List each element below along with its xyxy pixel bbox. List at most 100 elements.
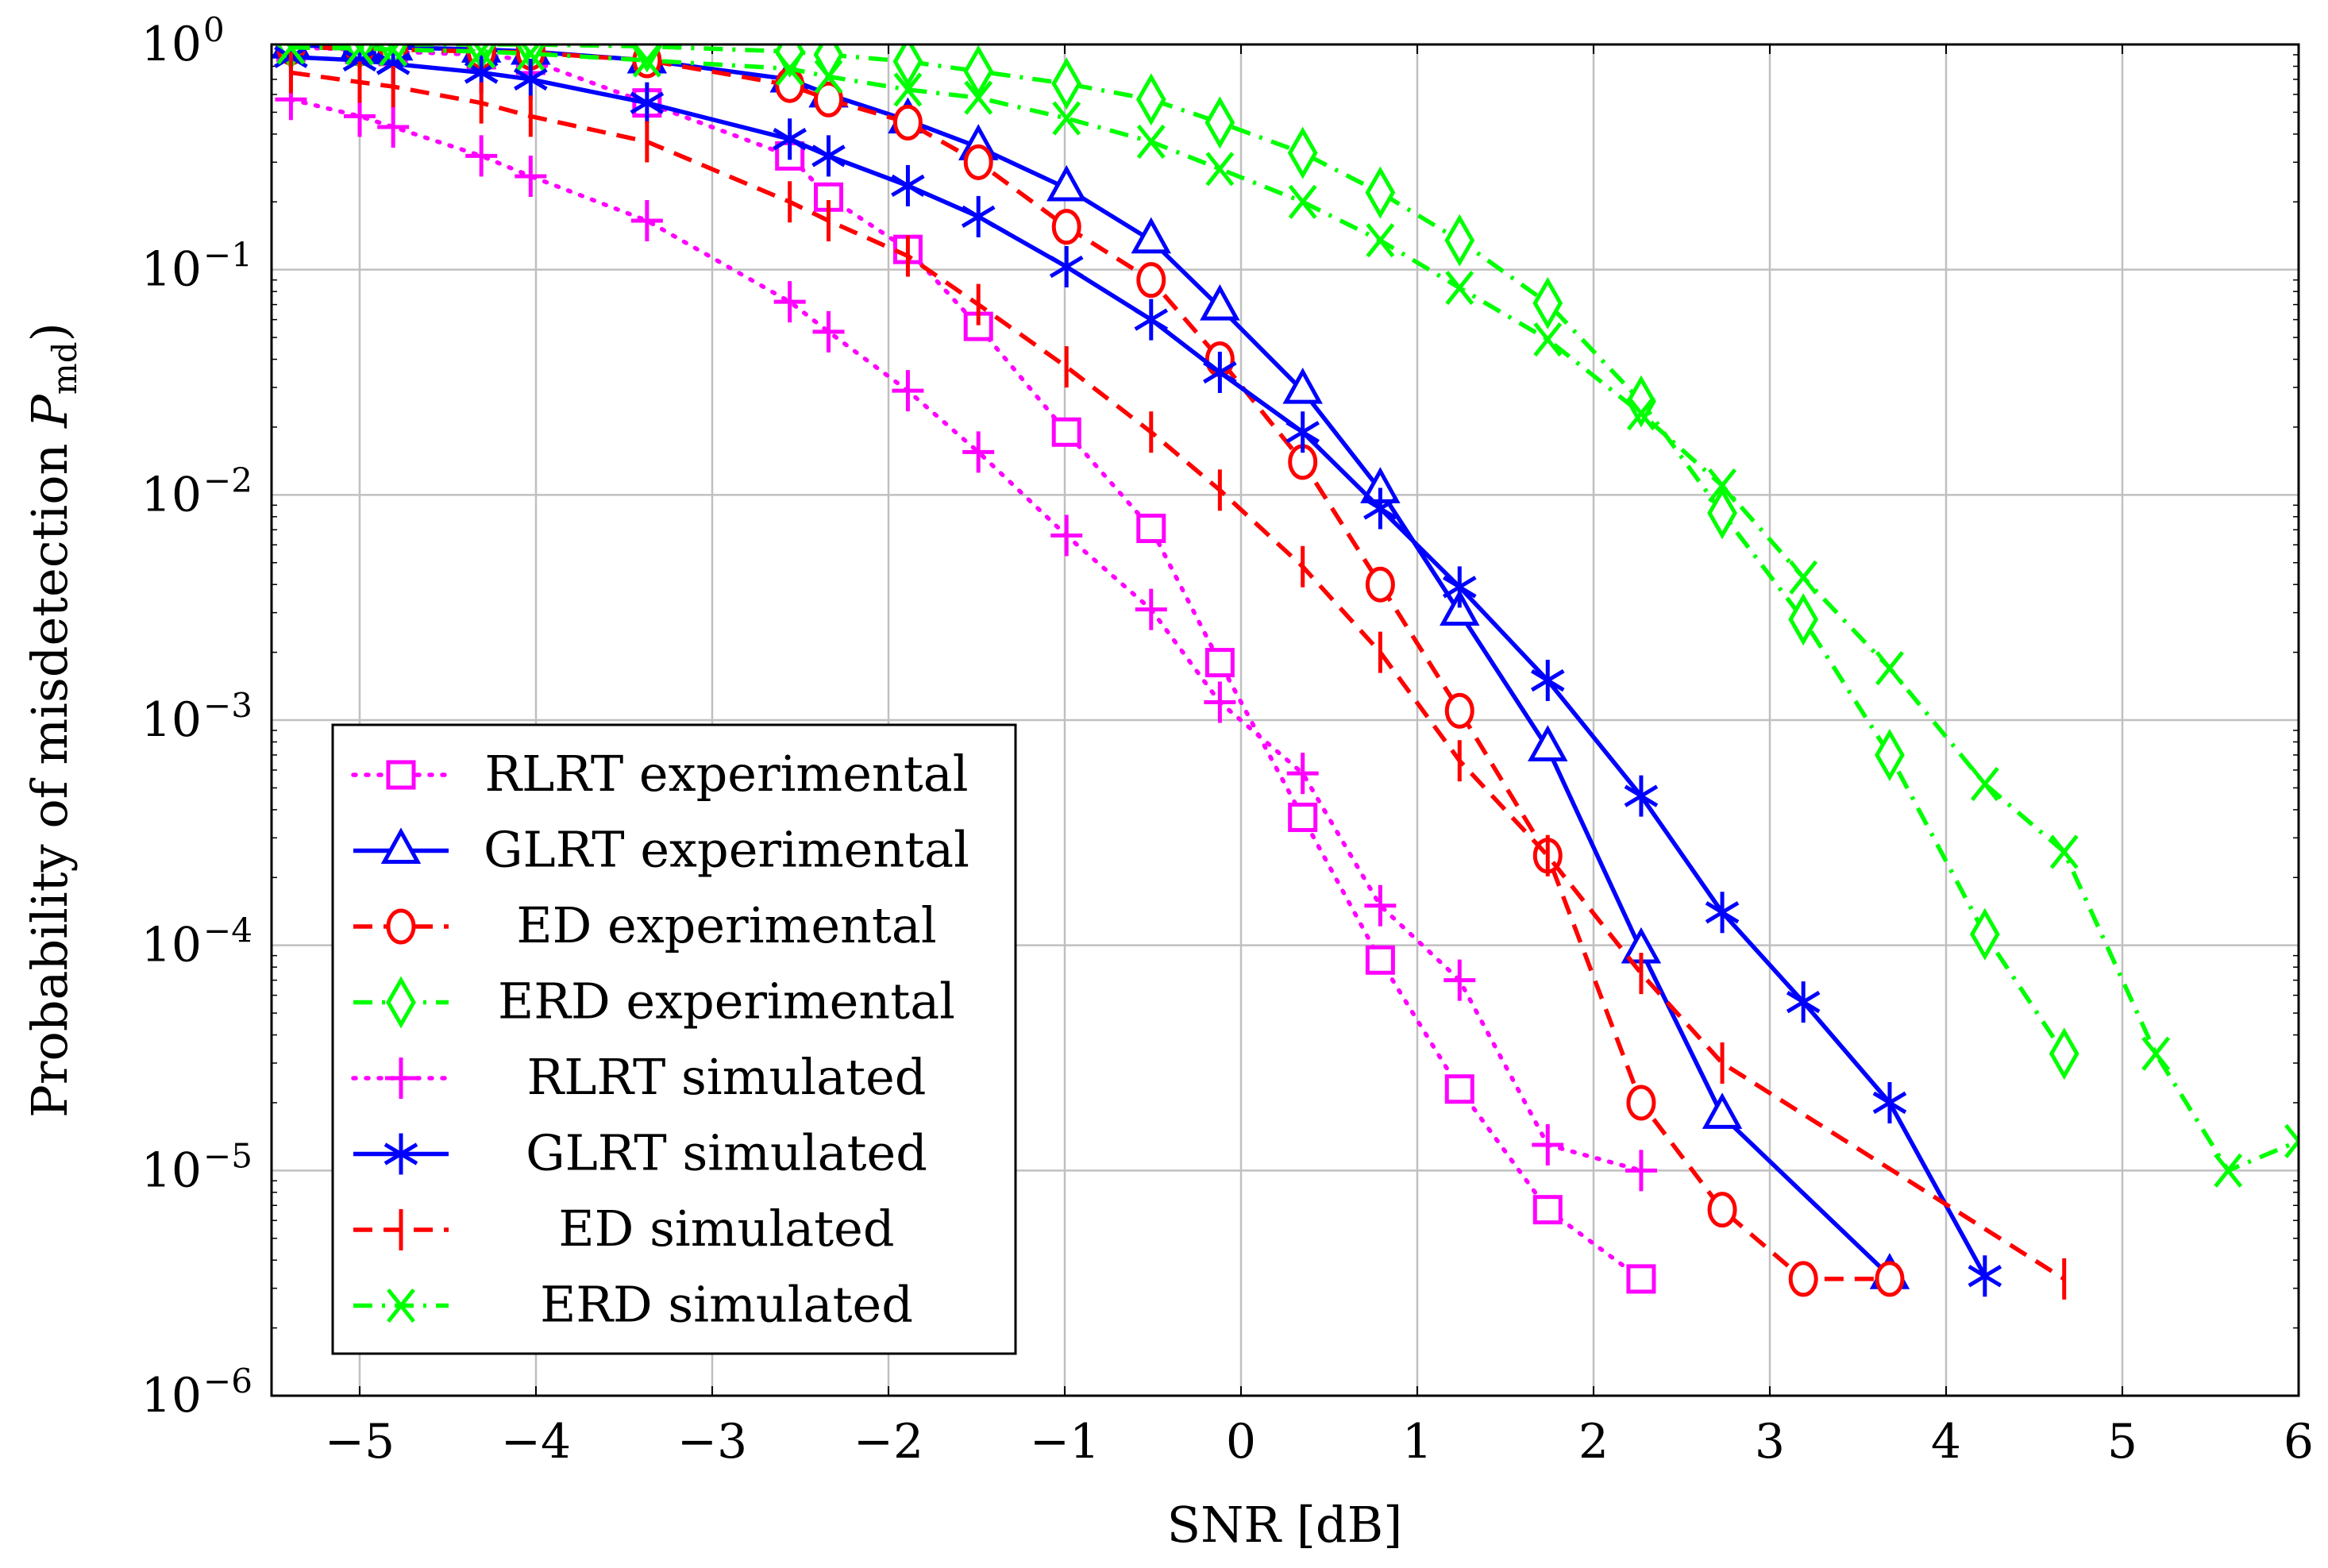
plus-marker <box>377 106 410 148</box>
diamond-marker <box>892 44 923 88</box>
legend-entry: RLRT experimental <box>351 745 969 803</box>
diamond-marker <box>1204 96 1235 149</box>
cross-marker <box>1205 152 1235 187</box>
cross-marker <box>1136 124 1166 160</box>
plus-marker <box>773 281 806 323</box>
cross-marker <box>516 44 545 71</box>
asterisk-marker <box>514 58 548 100</box>
asterisk-marker <box>1363 487 1397 530</box>
data-point <box>1705 892 1740 934</box>
cross-marker <box>1445 271 1474 306</box>
cross-marker <box>1052 101 1081 136</box>
cross-marker <box>379 44 408 67</box>
plus-marker <box>1625 1150 1657 1192</box>
data-point <box>1051 209 1081 245</box>
plus-marker <box>1204 681 1236 723</box>
plus-marker <box>1443 959 1476 1001</box>
triangle-marker <box>1200 284 1240 321</box>
asterisk-marker <box>1285 411 1320 453</box>
legend-label: ED experimental <box>516 896 936 954</box>
cross-marker <box>964 80 993 115</box>
asterisk-marker <box>811 135 846 177</box>
data-point <box>773 281 806 323</box>
data-point <box>2141 1036 2171 1071</box>
triangle-marker <box>1282 367 1323 404</box>
data-point <box>379 44 408 67</box>
circle-marker <box>892 104 923 141</box>
square-marker <box>1365 945 1395 975</box>
data-point <box>1533 322 1563 357</box>
series-group <box>272 44 2299 1300</box>
legend-marker <box>387 1288 415 1323</box>
asterisk-marker <box>891 164 925 206</box>
triangle-marker <box>1131 217 1172 254</box>
square-marker <box>1626 1264 1656 1294</box>
data-point <box>1875 728 1905 781</box>
triangle-marker <box>1440 589 1480 626</box>
data-point <box>1363 487 1397 530</box>
y-tick-label: 10 <box>141 242 202 298</box>
plus-marker <box>1364 884 1397 927</box>
data-point <box>1051 57 1082 110</box>
data-point <box>1532 1124 1564 1166</box>
data-point <box>1136 514 1166 544</box>
asterisk-marker <box>1786 981 1821 1023</box>
data-point <box>465 135 498 177</box>
data-point <box>891 164 925 206</box>
circle-marker <box>1051 209 1081 245</box>
data-point <box>632 44 661 78</box>
data-point <box>2284 1123 2299 1158</box>
data-point <box>516 44 545 71</box>
data-point <box>2049 834 2079 869</box>
data-point <box>1205 152 1235 187</box>
data-point <box>1444 1074 1474 1104</box>
plus-marker <box>1135 588 1167 630</box>
data-point <box>1136 262 1166 299</box>
y-axis-label: Probability of misdetection Pmd) <box>21 322 84 1118</box>
data-point <box>1707 1192 1737 1228</box>
data-point <box>1366 223 1395 258</box>
data-point <box>813 44 844 82</box>
diamond-marker <box>1365 166 1396 219</box>
data-point <box>1626 1264 1656 1294</box>
cross-marker <box>2284 1123 2299 1158</box>
asterisk-marker <box>1134 299 1169 341</box>
data-point <box>1046 164 1087 202</box>
cross-marker <box>276 44 306 65</box>
diamond-marker <box>813 44 844 82</box>
data-point <box>1204 648 1235 678</box>
circle-marker <box>963 144 993 180</box>
diamond-marker <box>2049 1027 2079 1081</box>
data-point <box>964 80 993 115</box>
data-point <box>514 58 548 100</box>
data-point <box>892 370 924 412</box>
plus-marker <box>1050 514 1083 557</box>
x-axis-label: SNR [dB] <box>1167 1496 1403 1554</box>
y-tick-exponent: 0 <box>203 10 225 49</box>
legend-entry: ED simulated <box>353 1200 895 1258</box>
data-point <box>774 44 805 78</box>
x-tick-label: −3 <box>677 1414 747 1470</box>
data-point <box>630 82 665 124</box>
y-tick-label: 10 <box>141 918 202 973</box>
data-point <box>1200 284 1240 321</box>
diamond-marker <box>1287 126 1318 179</box>
legend-label: ERD experimental <box>498 973 955 1031</box>
series-glrt-simulated <box>274 44 2002 1297</box>
data-point <box>1532 276 1563 329</box>
data-point <box>1136 124 1166 160</box>
y-tick-label: 10 <box>141 692 202 748</box>
diamond-marker <box>1135 73 1166 126</box>
data-point <box>962 431 995 473</box>
legend-marker <box>386 760 416 790</box>
data-point <box>1204 681 1236 723</box>
cross-marker <box>775 52 804 87</box>
asterisk-marker <box>961 195 996 237</box>
legend: RLRT experimental GLRT experimental ED exp… <box>331 723 1017 1355</box>
cross-marker <box>1970 766 1999 802</box>
data-point <box>1365 166 1396 219</box>
x-tick-label: −5 <box>325 1414 395 1470</box>
series-line <box>291 70 2066 1281</box>
data-point <box>814 59 843 94</box>
triangle-marker <box>1702 1092 1743 1129</box>
